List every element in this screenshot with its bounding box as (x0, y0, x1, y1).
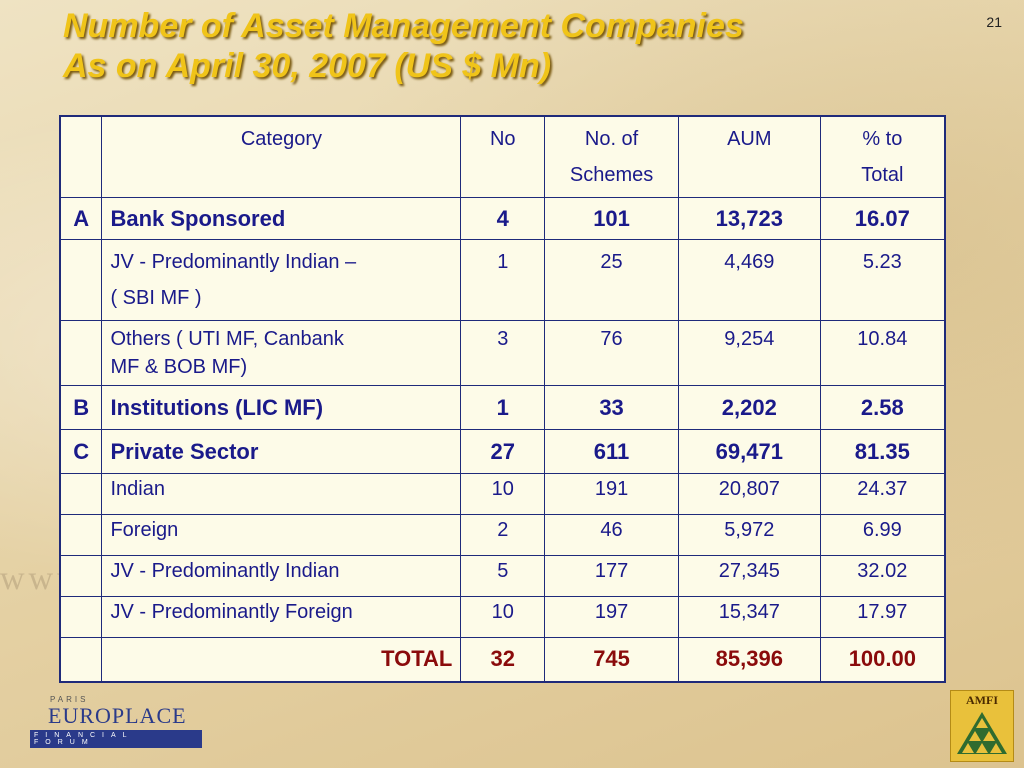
row-schemes: 46 (544, 514, 679, 556)
title-line-1: Number of Asset Management Companies (63, 7, 744, 45)
row-category-line1: Others ( UTI MF, Canbank (110, 328, 344, 350)
header-blank (59, 115, 103, 198)
table-row: Others ( UTI MF, Canbank MF & BOB MF) 3 7… (59, 320, 946, 386)
row-schemes: 33 (544, 385, 679, 430)
row-id (59, 239, 103, 321)
total-row: TOTAL 32 745 85,396 100.00 (59, 637, 946, 682)
header-category: Category (101, 115, 462, 198)
europlace-main-text: EUROPLACE (48, 703, 187, 728)
row-id (59, 320, 103, 386)
row-no: 3 (460, 320, 546, 386)
row-category: Indian (101, 473, 462, 515)
europlace-bar-text: FINANCIAL FORUM (30, 730, 202, 748)
row-pct: 24.37 (819, 473, 946, 515)
row-schemes: 611 (544, 429, 679, 474)
table-row: C Private Sector 27 611 69,471 81.35 (59, 429, 946, 474)
row-id (59, 555, 103, 597)
amc-table: Category No No. of Schemes AUM % to Total … (59, 115, 946, 683)
amfi-logo-text: AMFI (966, 693, 998, 707)
row-category: Foreign (101, 514, 462, 556)
row-no: 27 (460, 429, 546, 474)
row-schemes: 101 (544, 197, 679, 240)
row-id: C (59, 429, 103, 474)
row-category: JV - Predominantly Foreign (101, 596, 462, 638)
row-category: Others ( UTI MF, Canbank MF & BOB MF) (101, 320, 462, 386)
header-pct-line2: Total (861, 164, 904, 186)
row-aum: 9,254 (677, 320, 821, 386)
header-schemes-line1: No. of (584, 128, 639, 150)
row-category-line1: JV - Predominantly Indian – (110, 251, 357, 273)
row-no: 1 (460, 239, 546, 321)
header-aum: AUM (677, 115, 821, 198)
row-id: B (59, 385, 103, 430)
row-pct: 16.07 (819, 197, 946, 240)
row-no: 2 (460, 514, 546, 556)
table-row: Indian 10 191 20,807 24.37 (59, 473, 946, 515)
row-pct: 2.58 (819, 385, 946, 430)
total-blank (59, 637, 103, 682)
page-number: 21 (986, 14, 1002, 30)
row-no: 1 (460, 385, 546, 430)
row-aum: 69,471 (677, 429, 821, 474)
row-no: 10 (460, 473, 546, 515)
table-row: A Bank Sponsored 4 101 13,723 16.07 (59, 197, 946, 240)
header-row: Category No No. of Schemes AUM % to Total (59, 115, 946, 198)
row-aum: 2,202 (677, 385, 821, 430)
row-id (59, 596, 103, 638)
table-row: Foreign 2 46 5,972 6.99 (59, 514, 946, 556)
row-no: 10 (460, 596, 546, 638)
total-pct: 100.00 (819, 637, 946, 682)
row-aum: 15,347 (677, 596, 821, 638)
row-category: Institutions (LIC MF) (101, 385, 462, 430)
amfi-triangle-icon (957, 712, 1007, 754)
row-id: A (59, 197, 103, 240)
header-no: No (460, 115, 546, 198)
row-schemes: 25 (544, 239, 679, 321)
row-category: JV - Predominantly Indian – ( SBI MF ) (101, 239, 462, 321)
row-category: Private Sector (101, 429, 462, 474)
total-aum: 85,396 (677, 637, 821, 682)
row-pct: 81.35 (819, 429, 946, 474)
row-pct: 10.84 (819, 320, 946, 386)
row-no: 5 (460, 555, 546, 597)
row-pct: 6.99 (819, 514, 946, 556)
row-id (59, 473, 103, 515)
row-aum: 13,723 (677, 197, 821, 240)
row-schemes: 177 (544, 555, 679, 597)
row-pct: 32.02 (819, 555, 946, 597)
total-label: TOTAL (101, 637, 462, 682)
row-schemes: 76 (544, 320, 679, 386)
row-category: Bank Sponsored (101, 197, 462, 240)
row-aum: 20,807 (677, 473, 821, 515)
europlace-logo: PARIS EUROPLACE FINANCIAL FORUM (30, 695, 202, 749)
row-no: 4 (460, 197, 546, 240)
row-category: JV - Predominantly Indian (101, 555, 462, 597)
amfi-logo: AMFI (950, 690, 1014, 762)
row-pct: 17.97 (819, 596, 946, 638)
row-category-line2: ( SBI MF ) (110, 287, 202, 309)
header-schemes-line2: Schemes (569, 164, 654, 186)
row-pct: 5.23 (819, 239, 946, 321)
row-aum: 4,469 (677, 239, 821, 321)
row-id (59, 514, 103, 556)
header-schemes: No. of Schemes (544, 115, 679, 198)
total-schemes: 745 (544, 637, 679, 682)
row-schemes: 197 (544, 596, 679, 638)
header-pct-line1: % to (862, 128, 903, 150)
slide-title: Number of Asset Management Companies As … (63, 6, 744, 86)
title-line-2: As on April 30, 2007 (US $ Mn) (63, 47, 552, 85)
row-aum: 27,345 (677, 555, 821, 597)
table-row: JV - Predominantly Foreign 10 197 15,347… (59, 596, 946, 638)
europlace-top-text: PARIS (50, 695, 89, 704)
total-no: 32 (460, 637, 546, 682)
table-row: B Institutions (LIC MF) 1 33 2,202 2.58 (59, 385, 946, 430)
row-category-line2: MF & BOB MF) (110, 356, 248, 378)
table-row: JV - Predominantly Indian –( SBI MF ) 1 … (59, 239, 946, 321)
table-row: JV - Predominantly Indian 5 177 27,345 3… (59, 555, 946, 597)
header-pct: % to Total (819, 115, 946, 198)
row-aum: 5,972 (677, 514, 821, 556)
row-schemes: 191 (544, 473, 679, 515)
